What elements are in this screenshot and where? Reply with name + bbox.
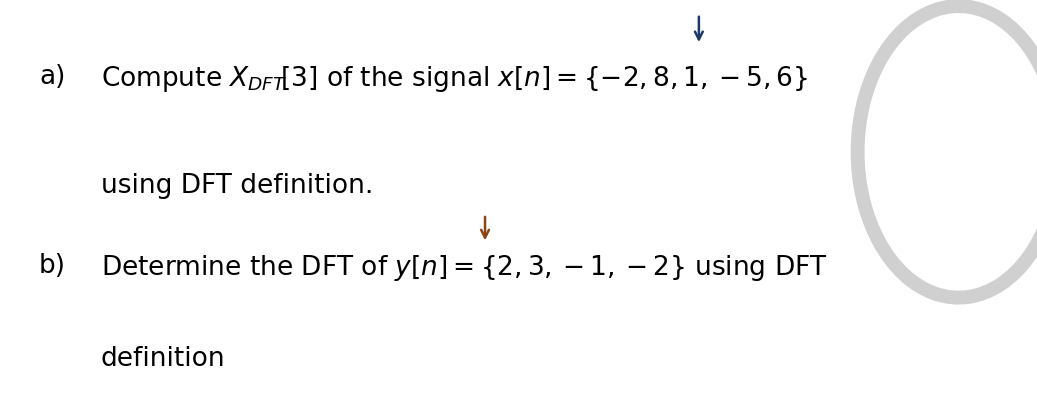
- Text: Compute $X_{\mathit{DFT}}\!\left[3\right]$ of the signal $x[n]=\{-2,8,1,-5,6\}$: Compute $X_{\mathit{DFT}}\!\left[3\right…: [101, 64, 808, 94]
- Text: b): b): [39, 253, 66, 279]
- Text: definition: definition: [101, 346, 225, 372]
- Text: Determine the DFT of $y[n]=\{2,3,-1,-2\}$ using DFT: Determine the DFT of $y[n]=\{2,3,-1,-2\}…: [101, 253, 828, 283]
- Text: using DFT definition.: using DFT definition.: [101, 173, 373, 199]
- Text: a): a): [39, 64, 65, 91]
